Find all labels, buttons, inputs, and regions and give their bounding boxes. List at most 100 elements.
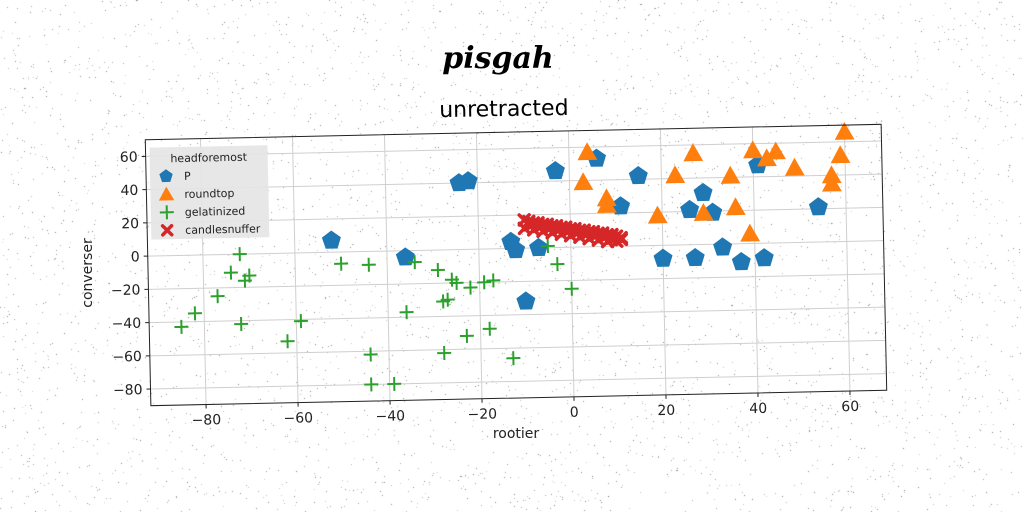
data-point-gelatinized: [364, 377, 379, 392]
data-point-p: [754, 248, 774, 267]
x-axis-label: rootier: [493, 426, 540, 442]
data-point-gelatinized: [430, 262, 445, 277]
x-gridline: [843, 125, 851, 392]
data-point-gelatinized: [363, 347, 378, 362]
data-point-roundtop: [665, 165, 686, 184]
data-point-p: [680, 199, 700, 219]
data-point-gelatinized: [387, 376, 402, 391]
y-tick-label: 40: [120, 183, 138, 199]
data-point-gelatinized: [293, 314, 308, 329]
x-tick-label: 0: [570, 405, 579, 421]
x-gridline: [475, 132, 483, 399]
data-point-p: [653, 248, 673, 267]
legend-label: gelatinized: [185, 205, 246, 219]
data-point-roundtop: [821, 165, 842, 184]
data-point-p: [516, 291, 536, 310]
y-tick-label: −60: [112, 349, 142, 366]
data-point-gelatinized: [399, 305, 414, 320]
grid: [145, 125, 887, 405]
x-gridline: [567, 130, 575, 397]
data-point-p: [693, 182, 713, 202]
data-point-p: [628, 166, 648, 185]
y-tick-label: 60: [120, 150, 138, 166]
data-point-roundtop: [693, 202, 714, 221]
legend-marker-p: [159, 169, 173, 183]
data-point-candlesnuffer: [605, 231, 619, 245]
data-point-gelatinized: [232, 247, 247, 262]
y-gridline: [146, 173, 883, 191]
data-point-gelatinized: [210, 289, 225, 304]
chart-title: unretracted: [439, 96, 569, 123]
data-point-p: [808, 197, 828, 216]
data-point-gelatinized: [223, 265, 238, 280]
legend-box: [149, 145, 270, 240]
data-point-gelatinized: [361, 257, 376, 272]
data-point-gelatinized: [477, 275, 492, 290]
x-tick-label: 20: [657, 403, 675, 419]
data-point-gelatinized: [540, 239, 555, 254]
chart-suptitle: pisgah: [442, 41, 554, 76]
y-gridline: [149, 339, 886, 357]
data-point-gelatinized: [564, 281, 579, 296]
data-point-roundtop: [720, 165, 741, 184]
data-point-p: [506, 240, 526, 259]
data-point-p: [458, 171, 478, 190]
data-point-gelatinized: [482, 321, 497, 336]
legend-marker-roundtop: [158, 186, 175, 201]
data-point-candlesnuffer: [614, 230, 629, 245]
legend-label: candlesnuffer: [185, 222, 261, 237]
legend-marker-candlesnuffer: [160, 223, 174, 237]
data-point-p: [395, 247, 415, 266]
data-point-p: [321, 230, 341, 249]
y-gridline: [148, 273, 885, 290]
axes-frame: [144, 123, 888, 407]
legend-label: P: [184, 170, 191, 183]
x-tick-label: −20: [467, 406, 497, 423]
data-point-roundtop: [573, 172, 594, 191]
data-point-roundtop: [743, 140, 763, 159]
data-point-p: [713, 237, 733, 256]
data-point-p: [545, 161, 565, 180]
data-point-p: [731, 251, 751, 271]
x-gridline: [291, 136, 299, 403]
data-point-gelatinized: [440, 292, 455, 307]
y-gridline: [150, 373, 887, 390]
data-point-gelatinized: [334, 256, 349, 271]
axis-ticks: −80 −60 −40 −20 0 20 40 60 −80 −60 −40 −20 0 20 40 60: [111, 150, 860, 429]
x-tick-label: 60: [841, 399, 859, 415]
data-point-gelatinized: [463, 280, 478, 295]
data-point-roundtop: [740, 223, 761, 242]
data-point-p: [529, 237, 549, 257]
data-point-p: [611, 196, 631, 215]
data-point-gelatinized: [486, 273, 501, 288]
x-tick-label: −60: [283, 410, 313, 427]
y-tick-label: 0: [131, 249, 140, 265]
y-gridline: [149, 306, 885, 324]
y-gridline: [145, 140, 882, 157]
x-tick-label: −80: [191, 412, 221, 429]
data-point-gelatinized: [242, 268, 257, 283]
legend-title: headforemost: [170, 151, 248, 166]
data-point-roundtop: [647, 205, 668, 224]
data-point-roundtop: [784, 157, 805, 176]
data-point-gelatinized: [506, 351, 521, 366]
x-gridline: [383, 134, 391, 401]
data-point-roundtop: [596, 188, 617, 207]
y-gridline: [147, 206, 883, 224]
data-point-roundtop: [577, 142, 598, 161]
plot-area: −80 −60 −40 −20 0 20 40 60 −80 −60 −40 −20 0 20 40 60 h…: [111, 121, 888, 429]
y-axis-label: converser: [80, 238, 96, 308]
data-points: [174, 121, 855, 392]
data-point-gelatinized: [407, 255, 422, 270]
data-point-gelatinized: [234, 316, 249, 331]
y-tick-label: 20: [121, 216, 139, 232]
legend-marker-gelatinized: [159, 205, 174, 220]
y-tick-label: −40: [111, 316, 141, 333]
data-point-roundtop: [834, 121, 855, 140]
data-point-gelatinized: [437, 345, 452, 360]
data-point-gelatinized: [449, 275, 464, 290]
data-point-gelatinized: [280, 334, 295, 349]
x-tick-label: 40: [749, 401, 767, 417]
